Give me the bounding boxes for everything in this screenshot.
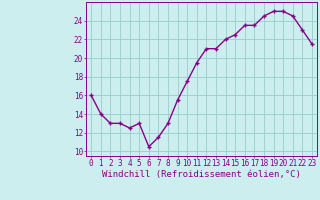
X-axis label: Windchill (Refroidissement éolien,°C): Windchill (Refroidissement éolien,°C) xyxy=(102,170,301,179)
